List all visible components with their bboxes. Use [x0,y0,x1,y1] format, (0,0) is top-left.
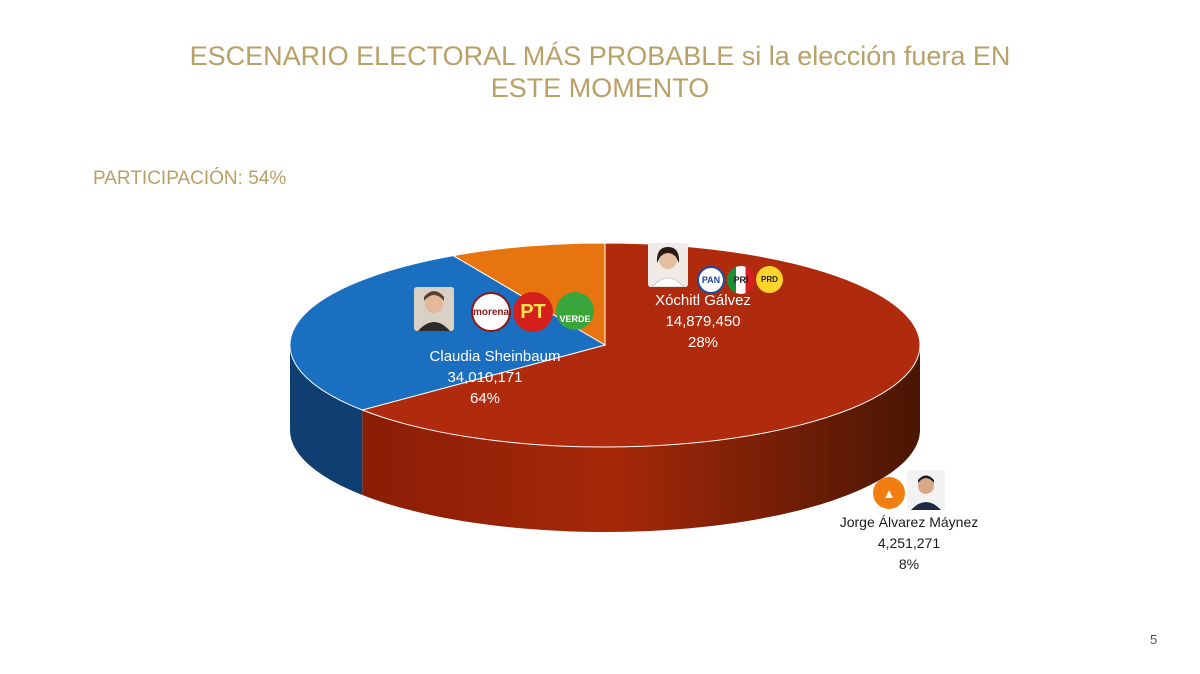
galvez-photo [648,243,688,287]
maynez-pct: 8% [898,556,920,572]
maynez-name: Jorge Álvarez Máynez [839,514,979,530]
pri-logo: PRI [727,266,755,294]
chart-title: ESCENARIO ELECTORAL MÁS PROBABLE si la e… [189,41,1011,103]
page-number: 5 [1150,632,1158,647]
sheinbaum-name: Claudia Sheinbaum [429,348,561,365]
sheinbaum-pct: 64% [469,390,501,407]
galvez-votes: 14,879,450 [665,313,741,330]
pie-side-0 [362,345,920,532]
galvez-label: Xóchitl Gálvez 14,879,450 28% [603,290,803,353]
verde-logo: VERDE [556,292,594,330]
pie-slice-1 [289,255,607,411]
mc-logo: ▲ [873,477,905,509]
pie-side-1 [290,345,363,496]
participation-label: PARTICIPACIÓN: 54% [93,168,287,189]
prd-logo: PRD [756,266,783,293]
sheinbaum-votes: 34,010,171 [447,369,523,386]
sheinbaum-label: Claudia Sheinbaum 34,010,171 64% [395,346,595,409]
pan-logo: PAN [697,266,725,294]
morena-logo: morena [471,292,511,332]
maynez-photo [907,470,945,510]
galvez-pct: 28% [687,334,719,351]
pie-slice-0 [360,242,921,448]
sheinbaum-photo [414,287,454,331]
galvez-name: Xóchitl Gálvez [655,292,751,309]
maynez-label: Jorge Álvarez Máynez 4,251,271 8% [809,512,1009,575]
maynez-votes: 4,251,271 [877,535,941,551]
pt-logo: PT [513,292,553,332]
